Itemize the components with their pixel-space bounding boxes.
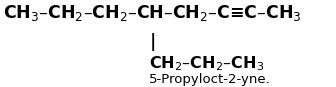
Text: CH$_3$–CH$_2$–CH$_2$–CH–CH$_2$–C≡C–CH$_3$: CH$_3$–CH$_2$–CH$_2$–CH–CH$_2$–C≡C–CH$_3…	[3, 3, 302, 23]
Text: 5-Propyloct-2-yne.: 5-Propyloct-2-yne.	[149, 73, 270, 86]
Text: |: |	[150, 33, 156, 51]
Text: CH$_2$–CH$_2$–CH$_3$: CH$_2$–CH$_2$–CH$_3$	[149, 54, 264, 73]
